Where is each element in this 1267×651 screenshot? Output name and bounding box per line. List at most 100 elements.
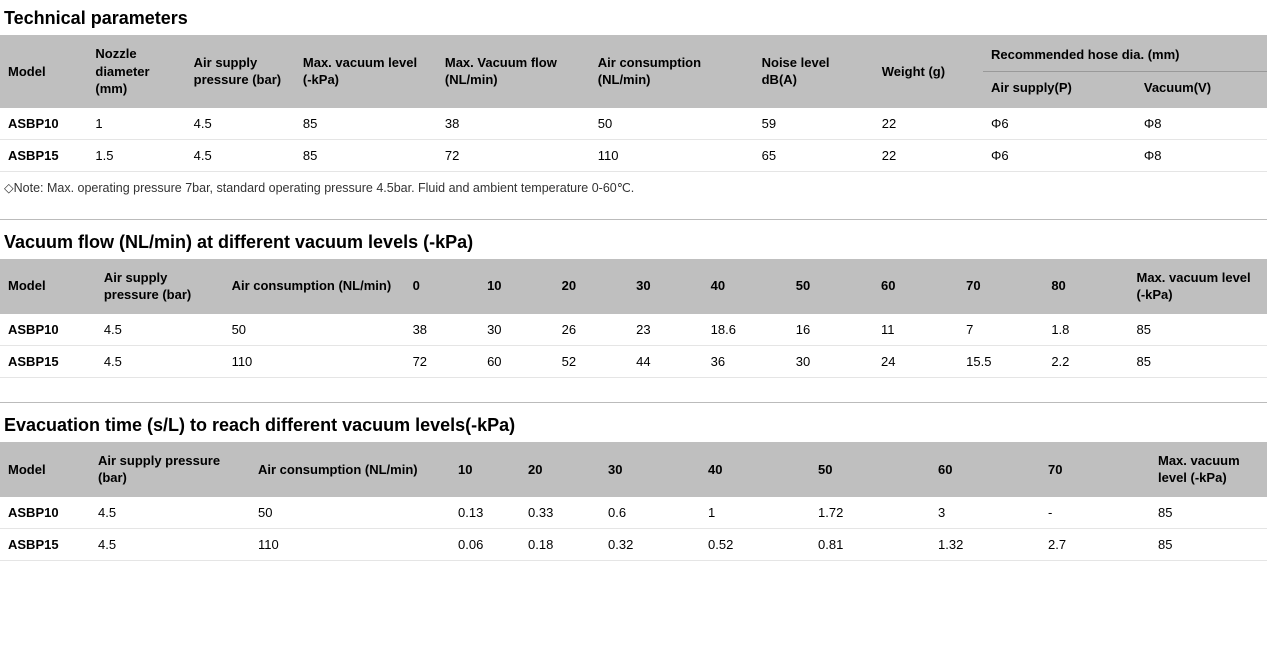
col-model: Model — [0, 442, 90, 497]
cell-v40: 0.52 — [700, 528, 810, 560]
cell-model: ASBP10 — [0, 108, 87, 140]
col-pressure: Air supply pressure (bar) — [96, 259, 224, 314]
col-hose-group: Recommended hose dia. (mm) — [983, 35, 1267, 71]
section3-title: Evacuation time (s/L) to reach different… — [4, 415, 1267, 436]
cell-v70: 2.7 — [1040, 528, 1150, 560]
cell-v60: 11 — [873, 314, 958, 346]
cell-v30: 23 — [628, 314, 703, 346]
col-0: 0 — [405, 259, 480, 314]
cell-pressure: 4.5 — [90, 497, 250, 529]
evacuation-time-section: Evacuation time (s/L) to reach different… — [0, 415, 1267, 561]
technical-parameters-table: Model Nozzle diameter (mm) Air supply pr… — [0, 35, 1267, 172]
cell-v10: 0.13 — [450, 497, 520, 529]
technical-parameters-section: Technical parameters Model Nozzle diamet… — [0, 8, 1267, 195]
cell-v30: 44 — [628, 345, 703, 377]
table-row: ASBP10 4.5 50 38 30 26 23 18.6 16 11 7 1… — [0, 314, 1267, 346]
cell-model: ASBP15 — [0, 345, 96, 377]
cell-model: ASBP10 — [0, 314, 96, 346]
cell-max-vac: 85 — [1150, 497, 1267, 529]
cell-v10: 0.06 — [450, 528, 520, 560]
cell-max-flow: 38 — [437, 108, 590, 140]
col-nozzle: Nozzle diameter (mm) — [87, 35, 185, 108]
cell-v50: 16 — [788, 314, 873, 346]
col-pressure: Air supply pressure (bar) — [90, 442, 250, 497]
cell-v20: 0.18 — [520, 528, 600, 560]
cell-hose-air: Φ6 — [983, 108, 1136, 140]
col-weight: Weight (g) — [874, 35, 983, 108]
col-70: 70 — [1040, 442, 1150, 497]
col-50: 50 — [788, 259, 873, 314]
cell-v0: 38 — [405, 314, 480, 346]
cell-pressure: 4.5 — [96, 345, 224, 377]
cell-model: ASBP15 — [0, 139, 87, 171]
cell-max-flow: 72 — [437, 139, 590, 171]
col-70: 70 — [958, 259, 1043, 314]
vacuum-flow-section: Vacuum flow (NL/min) at different vacuum… — [0, 232, 1267, 378]
cell-max-vac: 85 — [295, 108, 437, 140]
col-max-vac: Max. vacuum level (-kPa) — [1128, 259, 1267, 314]
cell-v60: 24 — [873, 345, 958, 377]
cell-pressure: 4.5 — [186, 108, 295, 140]
cell-v70: 15.5 — [958, 345, 1043, 377]
col-40: 40 — [703, 259, 788, 314]
cell-v10: 30 — [479, 314, 554, 346]
col-model: Model — [0, 259, 96, 314]
cell-max-vac: 85 — [1150, 528, 1267, 560]
cell-hose-air: Φ6 — [983, 139, 1136, 171]
cell-v40: 18.6 — [703, 314, 788, 346]
col-60: 60 — [930, 442, 1040, 497]
col-30: 30 — [600, 442, 700, 497]
cell-pressure: 4.5 — [96, 314, 224, 346]
cell-noise: 59 — [754, 108, 874, 140]
table-row: ASBP10 4.5 50 0.13 0.33 0.6 1 1.72 3 - 8… — [0, 497, 1267, 529]
table-row: ASBP15 4.5 110 0.06 0.18 0.32 0.52 0.81 … — [0, 528, 1267, 560]
cell-model: ASBP10 — [0, 497, 90, 529]
cell-v50: 1.72 — [810, 497, 930, 529]
cell-v60: 1.32 — [930, 528, 1040, 560]
cell-air-cons: 110 — [224, 345, 405, 377]
col-80: 80 — [1043, 259, 1128, 314]
evacuation-time-table: Model Air supply pressure (bar) Air cons… — [0, 442, 1267, 561]
col-max-vacuum-level: Max. vacuum level (-kPa) — [295, 35, 437, 108]
col-10: 10 — [479, 259, 554, 314]
cell-air-cons: 110 — [590, 139, 754, 171]
cell-v30: 0.6 — [600, 497, 700, 529]
col-hose-air: Air supply(P) — [983, 71, 1136, 107]
cell-weight: 22 — [874, 139, 983, 171]
cell-max-vac: 85 — [295, 139, 437, 171]
col-air-consumption: Air consumption (NL/min) — [590, 35, 754, 108]
cell-v50: 0.81 — [810, 528, 930, 560]
cell-nozzle: 1.5 — [87, 139, 185, 171]
col-max-vacuum-flow: Max. Vacuum flow (NL/min) — [437, 35, 590, 108]
cell-v50: 30 — [788, 345, 873, 377]
cell-max-vac: 85 — [1128, 345, 1267, 377]
cell-air-cons: 50 — [224, 314, 405, 346]
table-row: ASBP10 1 4.5 85 38 50 59 22 Φ6 Φ8 — [0, 108, 1267, 140]
cell-v40: 36 — [703, 345, 788, 377]
col-model: Model — [0, 35, 87, 108]
cell-pressure: 4.5 — [186, 139, 295, 171]
cell-v20: 26 — [554, 314, 629, 346]
col-max-vac: Max. vacuum level (-kPa) — [1150, 442, 1267, 497]
col-10: 10 — [450, 442, 520, 497]
col-50: 50 — [810, 442, 930, 497]
cell-max-vac: 85 — [1128, 314, 1267, 346]
table-row: ASBP15 1.5 4.5 85 72 110 65 22 Φ6 Φ8 — [0, 139, 1267, 171]
section2-title: Vacuum flow (NL/min) at different vacuum… — [4, 232, 1267, 253]
col-20: 20 — [520, 442, 600, 497]
col-air-supply-pressure: Air supply pressure (bar) — [186, 35, 295, 108]
separator — [0, 402, 1267, 403]
col-hose-vac: Vacuum(V) — [1136, 71, 1267, 107]
cell-v10: 60 — [479, 345, 554, 377]
col-60: 60 — [873, 259, 958, 314]
cell-v20: 52 — [554, 345, 629, 377]
cell-model: ASBP15 — [0, 528, 90, 560]
vacuum-flow-table: Model Air supply pressure (bar) Air cons… — [0, 259, 1267, 378]
table-row: ASBP15 4.5 110 72 60 52 44 36 30 24 15.5… — [0, 345, 1267, 377]
col-30: 30 — [628, 259, 703, 314]
col-air-cons: Air consumption (NL/min) — [250, 442, 450, 497]
cell-hose-vac: Φ8 — [1136, 108, 1267, 140]
cell-air-cons: 50 — [250, 497, 450, 529]
cell-v30: 0.32 — [600, 528, 700, 560]
cell-v80: 2.2 — [1043, 345, 1128, 377]
